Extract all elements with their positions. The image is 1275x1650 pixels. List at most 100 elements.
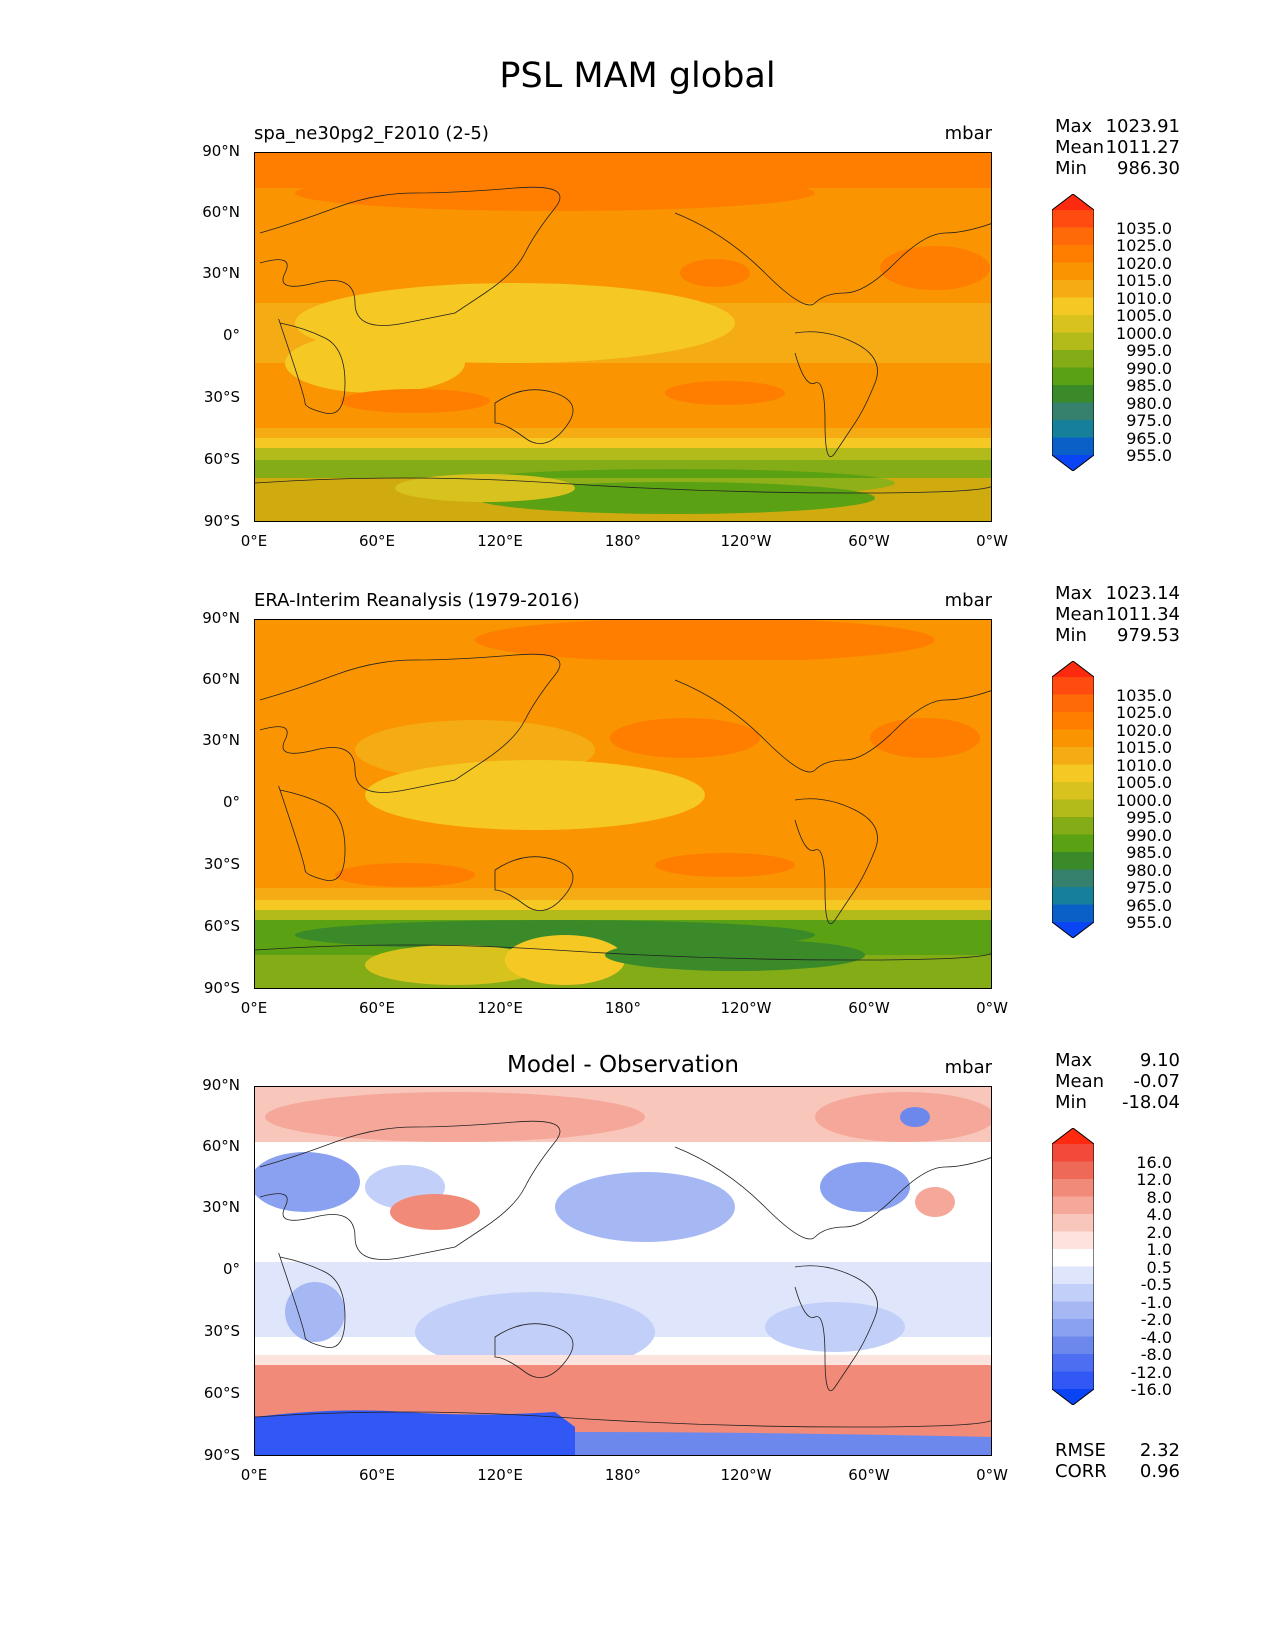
lat-label: 30°S <box>203 388 240 406</box>
lat-label: 30°S <box>203 1322 240 1340</box>
colorbar-tick-label: 1005.0 <box>1116 306 1172 325</box>
stat-min: 979.53 <box>1117 625 1180 646</box>
colorbar-bin <box>1052 262 1094 281</box>
colorbar-bin <box>1052 1249 1094 1267</box>
colorbar-bin <box>1052 227 1094 246</box>
colorbar-bin <box>1052 1179 1094 1197</box>
panel-observation: ERA-Interim Reanalysis (1979-2016) mbar <box>0 583 1275 1057</box>
colorbar-tick-label: -0.5 <box>1140 1275 1172 1294</box>
colorbar-tick-label: 1010.0 <box>1116 755 1172 775</box>
stat-min: 986.30 <box>1117 158 1180 179</box>
rmse-value: 2.32 <box>1139 1440 1180 1461</box>
lon-label: 0°W <box>976 999 1008 1017</box>
stats-block: Max 1023.14 Mean 1011.34 Min 979.53 <box>1055 583 1180 646</box>
colorbar-tick-label: 980.0 <box>1126 860 1172 880</box>
stat-min-label: Min <box>1055 625 1087 646</box>
lon-label: 0°E <box>240 1466 268 1484</box>
lat-label: 60°S <box>203 1384 240 1402</box>
corr-value: 0.96 <box>1139 1461 1180 1482</box>
colorbar-bin <box>1052 367 1094 386</box>
lat-label: 90°N <box>202 142 240 160</box>
colorbar-bin <box>1052 1231 1094 1250</box>
lon-label: 0°E <box>240 999 268 1017</box>
stat-mean: 1011.27 <box>1105 137 1180 158</box>
lon-label: 180° <box>604 999 642 1017</box>
lat-label: 30°S <box>203 855 240 873</box>
lat-label: 90°S <box>203 979 240 997</box>
colorbar-bin <box>1052 817 1094 835</box>
colorbar-bin <box>1052 677 1094 695</box>
colorbar-tick-label: -16.0 <box>1130 1380 1172 1399</box>
colorbar-bin <box>1052 1144 1094 1162</box>
lon-label: 120°W <box>720 1466 772 1484</box>
figure-title: PSL MAM global <box>499 56 776 96</box>
lat-label: 30°N <box>202 1198 240 1216</box>
colorbar-bin <box>1052 887 1094 905</box>
lon-label: 120°E <box>477 532 523 550</box>
stat-min-label: Min <box>1055 1092 1087 1113</box>
colorbar-bin <box>1052 1336 1094 1355</box>
colorbar-tick-label: 1005.0 <box>1116 773 1172 792</box>
colorbar-bin <box>1052 1284 1094 1302</box>
stat-max: 9.10 <box>1139 1050 1180 1071</box>
rmse-label: RMSE <box>1055 1440 1106 1461</box>
colorbar-extend-bottom <box>1052 455 1094 471</box>
panel-difference: Model - Observation mbar <box>0 1050 1275 1524</box>
colorbar-bin <box>1052 1161 1094 1180</box>
colorbar-bin <box>1052 694 1094 713</box>
colorbar-tick-label: 990.0 <box>1126 358 1172 378</box>
rmse-corr-block: RMSE 2.32 CORR 0.96 <box>1055 1440 1180 1482</box>
lat-label: 30°N <box>202 731 240 749</box>
colorbar-tick-label: 1000.0 <box>1116 323 1172 343</box>
colorbar-tick-label: 1025.0 <box>1116 236 1172 255</box>
colorbar-tick-label: -4.0 <box>1140 1327 1172 1347</box>
stat-mean-label: Mean <box>1055 604 1105 625</box>
stats-block: Max 9.10 Mean -0.07 Min -18.04 <box>1055 1050 1180 1113</box>
lat-label: 90°S <box>203 1446 240 1464</box>
panel-title: ERA-Interim Reanalysis (1979-2016) <box>254 590 580 611</box>
colorbar-bin <box>1052 869 1094 888</box>
lon-label: 0°E <box>240 532 268 550</box>
corr-label: CORR <box>1055 1461 1107 1482</box>
lat-label: 60°N <box>202 670 240 688</box>
lon-label: 180° <box>604 532 642 550</box>
colorbar-bin <box>1052 420 1094 438</box>
colorbar-extend-top <box>1052 194 1094 210</box>
colorbar-tick-label: 12.0 <box>1136 1170 1172 1189</box>
lon-label: 60°E <box>358 999 396 1017</box>
lat-label: 0° <box>222 1260 240 1278</box>
panel-title: Model - Observation <box>506 1052 740 1078</box>
colorbar-graphic <box>1051 660 1095 939</box>
colorbar-tick-label: 990.0 <box>1126 825 1172 845</box>
colorbar-bin <box>1052 799 1094 818</box>
stat-mean: -0.07 <box>1133 1071 1180 1092</box>
lon-label: 60°E <box>358 532 396 550</box>
colorbar-tick-label: 985.0 <box>1126 376 1172 395</box>
units-label: mbar <box>944 123 992 144</box>
lat-label: 0° <box>222 793 240 811</box>
colorbar-tick-label: 1020.0 <box>1116 253 1172 273</box>
colorbar-bin <box>1052 385 1094 403</box>
panel-title: spa_ne30pg2_F2010 (2-5) <box>254 123 489 144</box>
colorbar-tick-label: 1020.0 <box>1116 720 1172 740</box>
colorbar-tick-label: -2.0 <box>1140 1310 1172 1329</box>
stat-max: 1023.91 <box>1105 116 1180 137</box>
colorbar-tick-label: 1000.0 <box>1116 790 1172 810</box>
colorbar-bin <box>1052 1319 1094 1337</box>
colorbar-bin <box>1052 210 1094 228</box>
colorbar <box>1051 660 1095 942</box>
colorbar <box>1051 193 1095 475</box>
stat-max-label: Max <box>1055 1050 1093 1071</box>
units-label: mbar <box>944 590 992 611</box>
stat-mean-label: Mean <box>1055 1071 1105 1092</box>
lat-label: 90°N <box>202 1076 240 1094</box>
colorbar-extend-top <box>1052 1128 1094 1144</box>
colorbar-tick-label: 995.0 <box>1126 341 1172 360</box>
colorbar-bin <box>1052 245 1094 263</box>
lon-label: 60°W <box>848 999 890 1017</box>
colorbar-bin <box>1052 712 1094 730</box>
lon-label: 60°W <box>848 1466 890 1484</box>
lon-label: 120°E <box>477 999 523 1017</box>
lat-label: 90°N <box>202 609 240 627</box>
lat-label: 30°N <box>202 264 240 282</box>
